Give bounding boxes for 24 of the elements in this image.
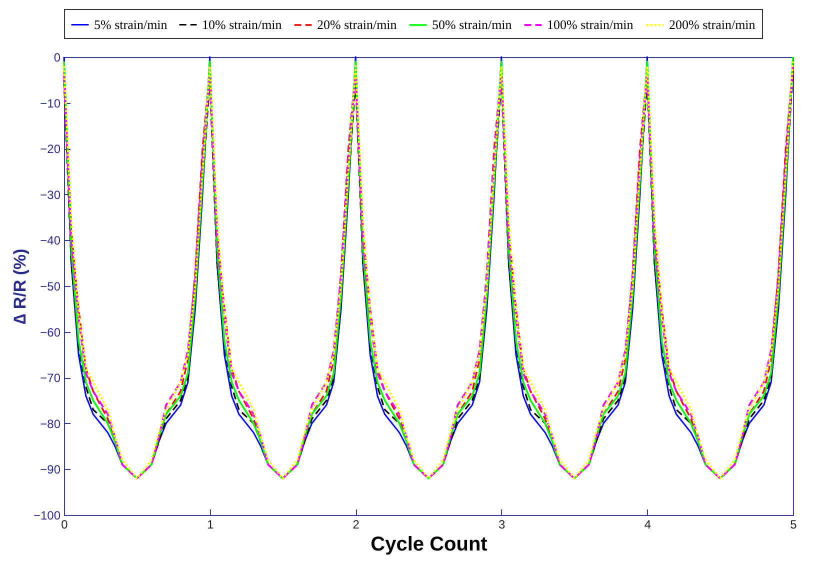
y-tick-label: −90 bbox=[40, 462, 61, 477]
y-tick-label: −60 bbox=[40, 325, 61, 340]
legend-label: 20% strain/min bbox=[317, 17, 398, 32]
legend-label: 50% strain/min bbox=[432, 17, 512, 32]
legend-label: 10% strain/min bbox=[202, 16, 282, 32]
x-tick-label: 1 bbox=[206, 518, 214, 532]
y-tick-label: −100 bbox=[33, 508, 61, 522]
legend-label: 5% strain/min bbox=[94, 16, 168, 32]
x-tick-label: 3 bbox=[498, 518, 506, 532]
y-tick-label: −50 bbox=[40, 280, 61, 294]
x-tick-label: 5 bbox=[790, 518, 798, 532]
y-tick-label: −40 bbox=[40, 234, 61, 248]
x-axis-title: Cycle Count bbox=[370, 534, 488, 556]
x-tick-label: 2 bbox=[352, 518, 360, 532]
x-tick-label: 4 bbox=[644, 518, 652, 532]
y-tick-label: −30 bbox=[40, 188, 61, 202]
y-tick-label: −70 bbox=[40, 371, 61, 386]
y-tick-label: 0 bbox=[54, 50, 61, 64]
y-tick-label: −80 bbox=[40, 416, 61, 431]
y-axis-title: ∆ R/R (%) bbox=[10, 248, 30, 324]
legend-label: 200% strain/min bbox=[669, 17, 756, 32]
legend-label: 100% strain/min bbox=[547, 17, 634, 32]
y-tick-label: −20 bbox=[40, 142, 61, 156]
y-tick-label: −10 bbox=[40, 96, 61, 110]
